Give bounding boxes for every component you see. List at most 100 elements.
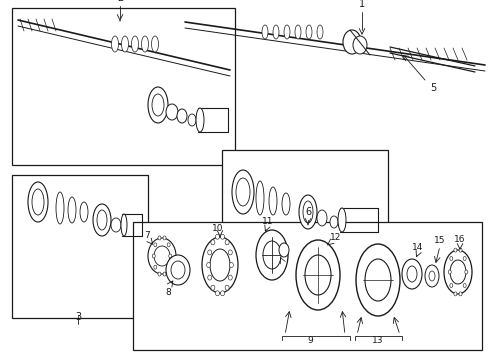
Text: 13: 13	[372, 336, 384, 345]
Ellipse shape	[151, 36, 158, 52]
Ellipse shape	[158, 236, 161, 240]
Ellipse shape	[343, 30, 361, 54]
Ellipse shape	[188, 114, 196, 126]
Ellipse shape	[154, 246, 170, 266]
Ellipse shape	[228, 275, 232, 280]
Ellipse shape	[317, 25, 323, 39]
Text: 2: 2	[117, 0, 123, 3]
Ellipse shape	[263, 241, 281, 269]
Ellipse shape	[459, 292, 462, 296]
Bar	[12, 8, 235, 165]
Ellipse shape	[454, 248, 457, 252]
Ellipse shape	[262, 25, 268, 39]
Ellipse shape	[202, 237, 238, 293]
Text: 9: 9	[307, 336, 313, 345]
Ellipse shape	[148, 87, 168, 123]
Bar	[133, 222, 482, 350]
Ellipse shape	[171, 261, 185, 279]
Text: 10: 10	[212, 224, 224, 233]
Ellipse shape	[448, 270, 451, 274]
Ellipse shape	[365, 259, 391, 301]
Ellipse shape	[450, 284, 453, 288]
Ellipse shape	[299, 195, 317, 229]
Ellipse shape	[269, 187, 277, 215]
Ellipse shape	[112, 36, 119, 52]
Ellipse shape	[148, 238, 176, 274]
Ellipse shape	[211, 285, 215, 290]
Ellipse shape	[225, 240, 229, 245]
Bar	[12, 175, 148, 318]
Ellipse shape	[166, 104, 178, 120]
Ellipse shape	[303, 201, 313, 223]
Text: 3: 3	[75, 312, 81, 322]
Text: 7: 7	[144, 231, 150, 240]
Ellipse shape	[356, 244, 400, 316]
Ellipse shape	[166, 255, 190, 285]
Ellipse shape	[167, 243, 170, 247]
Ellipse shape	[273, 25, 279, 39]
Ellipse shape	[450, 256, 453, 261]
Ellipse shape	[228, 250, 232, 255]
Ellipse shape	[425, 265, 439, 287]
Ellipse shape	[236, 178, 250, 206]
Ellipse shape	[407, 266, 417, 282]
Ellipse shape	[169, 254, 172, 258]
Text: 11: 11	[262, 217, 274, 226]
Ellipse shape	[429, 271, 435, 281]
Ellipse shape	[463, 256, 466, 261]
Ellipse shape	[306, 25, 312, 39]
Ellipse shape	[196, 108, 204, 132]
Ellipse shape	[282, 193, 290, 215]
Ellipse shape	[111, 218, 121, 232]
Ellipse shape	[256, 181, 264, 215]
Ellipse shape	[167, 265, 170, 269]
Ellipse shape	[93, 204, 111, 236]
Ellipse shape	[216, 291, 220, 296]
Text: 5: 5	[430, 83, 436, 93]
Text: 14: 14	[412, 243, 424, 252]
Ellipse shape	[32, 189, 44, 215]
Ellipse shape	[142, 36, 148, 52]
Ellipse shape	[163, 272, 166, 276]
Ellipse shape	[80, 202, 88, 222]
Ellipse shape	[56, 192, 64, 224]
Ellipse shape	[216, 234, 220, 239]
Ellipse shape	[210, 249, 230, 281]
Ellipse shape	[465, 270, 468, 274]
Ellipse shape	[353, 36, 367, 54]
Ellipse shape	[208, 275, 212, 280]
Ellipse shape	[211, 240, 215, 245]
Text: 1: 1	[359, 0, 365, 9]
Ellipse shape	[131, 36, 139, 52]
Ellipse shape	[295, 25, 301, 39]
Ellipse shape	[454, 292, 457, 296]
Ellipse shape	[154, 243, 157, 247]
Ellipse shape	[97, 210, 107, 230]
Ellipse shape	[152, 254, 155, 258]
Ellipse shape	[207, 262, 211, 267]
Text: 16: 16	[454, 235, 466, 244]
Ellipse shape	[220, 291, 224, 296]
Ellipse shape	[284, 25, 290, 39]
Ellipse shape	[177, 109, 187, 123]
Text: 6: 6	[305, 207, 311, 217]
Ellipse shape	[154, 265, 157, 269]
Ellipse shape	[296, 240, 340, 310]
Ellipse shape	[402, 259, 422, 289]
Ellipse shape	[229, 262, 233, 267]
Text: 12: 12	[330, 233, 342, 242]
Ellipse shape	[338, 208, 346, 232]
Ellipse shape	[459, 248, 462, 252]
Bar	[222, 150, 388, 260]
Ellipse shape	[232, 170, 254, 214]
Text: 15: 15	[434, 236, 446, 245]
Ellipse shape	[463, 284, 466, 288]
Ellipse shape	[444, 250, 472, 294]
Ellipse shape	[163, 236, 166, 240]
Ellipse shape	[305, 255, 331, 295]
Ellipse shape	[220, 234, 224, 239]
Ellipse shape	[28, 182, 48, 222]
Ellipse shape	[122, 36, 128, 52]
Ellipse shape	[68, 197, 76, 223]
Text: 4: 4	[302, 254, 308, 264]
